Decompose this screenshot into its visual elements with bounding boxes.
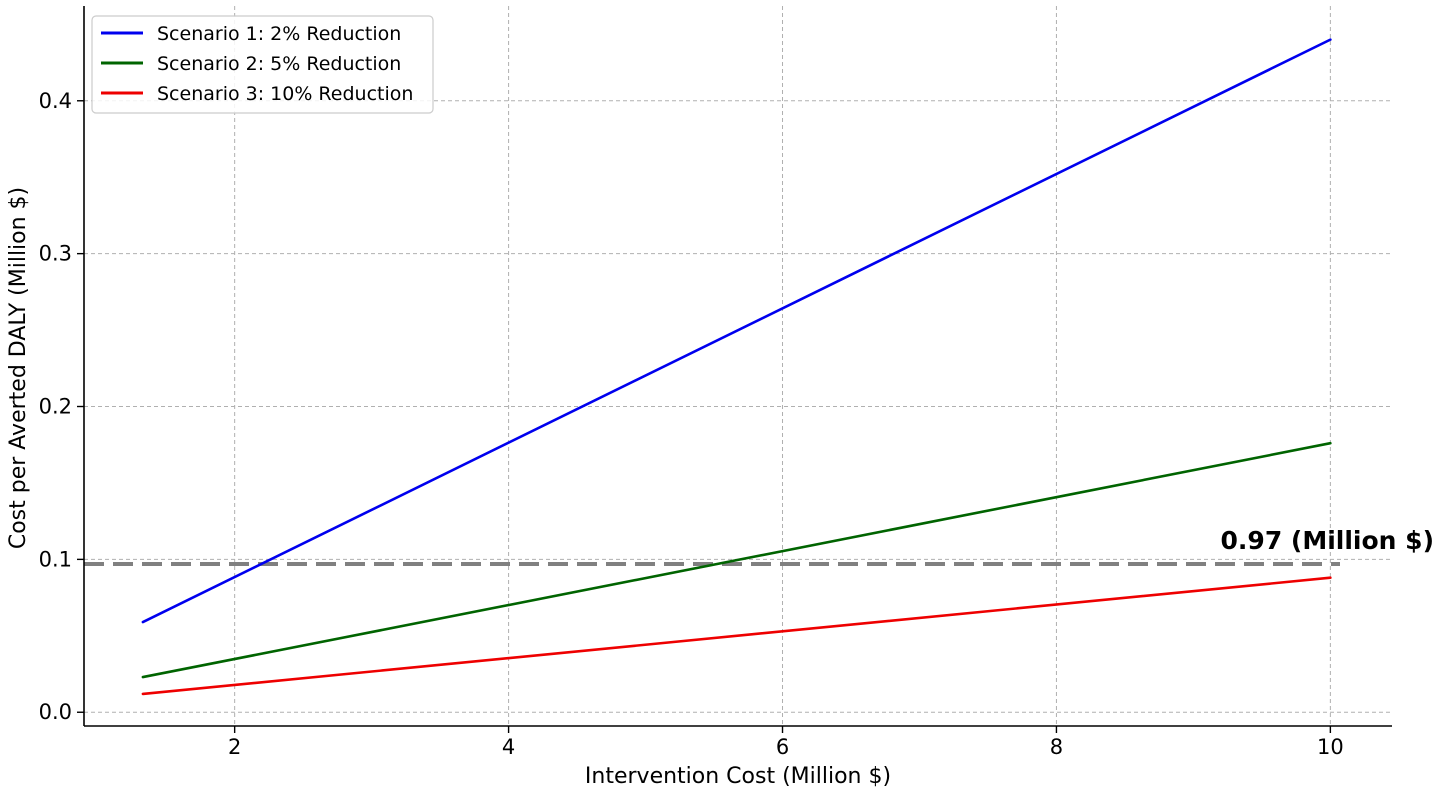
legend-entry: Scenario 3: 10% Reduction [101,83,413,105]
y-tick-label: 0.3 [39,242,72,266]
ticks: 2 4 6 8 10 0.0 0.1 0.2 0.3 0.4 [39,89,1344,759]
x-axis-label: Intervention Cost (Million $) [585,764,891,789]
x-tick-label: 6 [776,735,789,759]
x-tick-label: 8 [1050,735,1063,759]
y-tick-label: 0.4 [39,89,72,113]
series-line-scenario-3 [141,576,1332,696]
y-tick-label: 0.2 [39,395,72,419]
x-tick-label: 10 [1317,735,1344,759]
x-tick-label: 2 [228,735,241,759]
legend: Scenario 1: 2% Reduction Scenario 2: 5% … [91,15,434,114]
threshold-annotation: 0.97 (Million $) [1221,526,1434,555]
series-lines [141,38,1332,696]
legend-entry: Scenario 2: 5% Reduction [101,53,401,75]
legend-entry: Scenario 1: 2% Reduction [101,23,401,45]
y-tick-label: 0.1 [39,547,72,571]
x-tick-label: 4 [502,735,515,759]
series-line-scenario-1 [141,38,1332,624]
grid-lines [84,6,1392,726]
axes [83,6,1392,727]
legend-label-scenario-2: Scenario 2: 5% Reduction [157,53,401,75]
legend-label-scenario-1: Scenario 1: 2% Reduction [157,23,401,45]
legend-box [91,15,434,114]
legend-label-scenario-3: Scenario 3: 10% Reduction [157,83,413,105]
y-axis-label: Cost per Averted DALY (Million $) [6,187,31,549]
series-line-scenario-2 [141,441,1332,679]
y-tick-label: 0.0 [39,700,72,724]
